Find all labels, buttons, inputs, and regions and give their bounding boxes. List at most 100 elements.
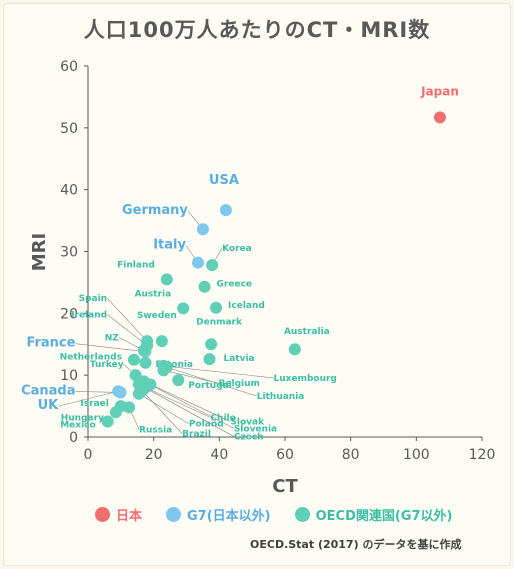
data-point-estonia bbox=[139, 356, 152, 369]
point-label-turkey: Turkey bbox=[90, 360, 124, 370]
y-tick-label: 10 bbox=[60, 368, 78, 384]
leader-line bbox=[106, 297, 148, 342]
y-tick-label: 20 bbox=[60, 306, 78, 322]
legend: 日本 G7(日本以外) OECD関連国(G7以外) bbox=[95, 505, 453, 524]
chart-title: 人口100万人あたりのCT・MRI数 bbox=[83, 18, 431, 42]
data-point-hungary bbox=[109, 406, 122, 419]
data-point-uk bbox=[112, 385, 125, 398]
point-label-iceland: Iceland bbox=[228, 301, 265, 311]
point-label-luxembourg: Luxembourg bbox=[274, 374, 337, 384]
legend-item-oecd: OECD関連国(G7以外) bbox=[294, 505, 453, 524]
data-point-germany bbox=[196, 223, 209, 236]
x-tick-label: 0 bbox=[84, 447, 93, 463]
point-label-nz: NZ bbox=[105, 333, 120, 343]
point-label-poland: Poland bbox=[189, 420, 224, 430]
point-label-portugal: Portugal bbox=[188, 381, 232, 391]
point-label-italy: Italy bbox=[153, 238, 186, 253]
data-point-japan bbox=[433, 111, 446, 124]
point-label-slovenia: Slovenia bbox=[234, 424, 277, 434]
leader-line bbox=[58, 390, 119, 407]
leader-line bbox=[138, 393, 190, 424]
point-label-spain: Spain bbox=[79, 294, 108, 304]
y-axis-label: MRI bbox=[29, 233, 50, 271]
data-point-sweden bbox=[155, 335, 168, 348]
point-label-uk: UK bbox=[38, 398, 60, 413]
point-label-estonia: Estonia bbox=[155, 360, 193, 370]
point-label-austria: Austria bbox=[135, 289, 172, 299]
point-label-russia: Russia bbox=[139, 425, 172, 435]
source-note: OECD.Stat (2017) のデータを基に作成 bbox=[250, 538, 462, 551]
point-label-latvia: Latvia bbox=[223, 354, 254, 364]
point-label-japan: Japan bbox=[420, 84, 459, 98]
point-label-australia: Australia bbox=[284, 327, 330, 337]
leader-line bbox=[150, 384, 231, 422]
legend-marker-japan bbox=[95, 507, 110, 522]
y-tick-label: 60 bbox=[60, 59, 78, 75]
point-label-hungary: Hungary bbox=[61, 413, 104, 423]
x-axis-label: CT bbox=[272, 476, 298, 497]
point-label-germany: Germany bbox=[122, 203, 188, 218]
point-label-brazil: Brazil bbox=[182, 430, 211, 440]
point-label-france: France bbox=[26, 336, 75, 351]
leader-line bbox=[75, 343, 146, 352]
point-label-finland: Finland bbox=[117, 260, 155, 270]
data-point-usa bbox=[219, 204, 232, 217]
data-point-iceland bbox=[210, 301, 223, 314]
data-point-portugal bbox=[172, 374, 185, 387]
data-point-latvia bbox=[203, 353, 216, 366]
leader-line bbox=[141, 390, 183, 434]
data-point-turkey bbox=[129, 369, 142, 382]
point-label-korea: Korea bbox=[222, 244, 252, 254]
point-label-ireland: Ireland bbox=[71, 310, 107, 320]
point-label-israel: Israel bbox=[80, 399, 108, 409]
x-tick-label: 40 bbox=[210, 447, 228, 463]
point-label-slovak: Slovak bbox=[230, 417, 265, 427]
data-point-australia bbox=[288, 343, 301, 356]
data-point-italy bbox=[191, 256, 204, 269]
y-tick-label: 30 bbox=[60, 245, 78, 261]
data-point-greece bbox=[198, 280, 211, 293]
data-point-austria bbox=[177, 302, 190, 315]
x-tick-label: 60 bbox=[276, 447, 294, 463]
leader-line bbox=[166, 366, 257, 397]
point-label-mexico: Mexico bbox=[60, 421, 95, 431]
point-label-belgium: Belgium bbox=[219, 379, 260, 389]
point-label-greece: Greece bbox=[217, 280, 252, 290]
legend-item-japan: 日本 bbox=[95, 505, 142, 524]
point-label-canada: Canada bbox=[21, 383, 75, 398]
data-point-nz bbox=[137, 344, 150, 357]
leader-line bbox=[163, 365, 274, 379]
leader-line bbox=[106, 314, 148, 346]
x-tick-label: 80 bbox=[342, 447, 360, 463]
legend-item-g7: G7(日本以外) bbox=[166, 505, 271, 524]
leader-line bbox=[138, 384, 235, 437]
legend-label-oecd: OECD関連国(G7以外) bbox=[315, 509, 453, 524]
data-point-russia bbox=[123, 401, 136, 414]
data-point-lithuania bbox=[160, 361, 173, 374]
data-point-czech bbox=[132, 378, 145, 391]
data-point-denmark bbox=[205, 338, 218, 351]
point-label-sweden: Sweden bbox=[137, 311, 177, 321]
data-point-finland bbox=[160, 273, 173, 286]
x-tick-label: 20 bbox=[145, 447, 163, 463]
legend-marker-oecd bbox=[294, 507, 310, 522]
legend-label-japan: 日本 bbox=[116, 509, 143, 524]
data-point-mexico bbox=[101, 415, 114, 428]
y-tick-label: 0 bbox=[69, 430, 78, 446]
point-label-denmark: Denmark bbox=[196, 317, 243, 327]
legend-label-g7: G7(日本以外) bbox=[187, 509, 271, 524]
point-label-netherlands: Netherlands bbox=[60, 353, 122, 363]
y-tick-label: 50 bbox=[60, 121, 78, 137]
point-label-chile: Chile bbox=[210, 414, 235, 424]
legend-marker-g7 bbox=[166, 507, 182, 522]
x-tick-label: 100 bbox=[403, 447, 430, 463]
point-label-lithuania: Lithuania bbox=[257, 392, 305, 402]
data-point-netherlands bbox=[127, 353, 140, 366]
point-label-czech: Czech bbox=[234, 432, 264, 442]
data-point-korea bbox=[206, 259, 219, 272]
y-tick-label: 40 bbox=[60, 183, 78, 199]
point-label-usa: USA bbox=[209, 173, 239, 188]
x-tick-label: 120 bbox=[469, 447, 496, 463]
leader-line bbox=[143, 381, 234, 429]
